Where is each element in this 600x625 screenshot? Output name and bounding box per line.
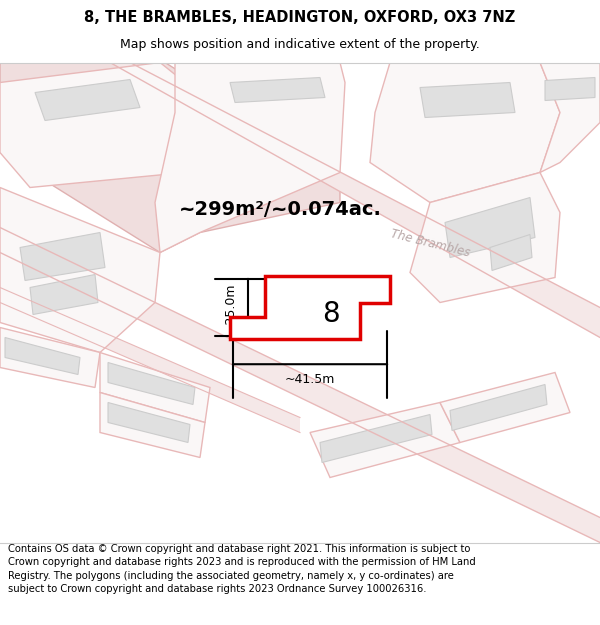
Polygon shape <box>30 274 98 314</box>
Text: Map shows position and indicative extent of the property.: Map shows position and indicative extent… <box>120 38 480 51</box>
Polygon shape <box>5 338 80 374</box>
Polygon shape <box>370 62 560 202</box>
Polygon shape <box>490 234 532 271</box>
Polygon shape <box>0 62 340 253</box>
Polygon shape <box>310 402 460 478</box>
Polygon shape <box>0 228 600 542</box>
Text: 8, THE BRAMBLES, HEADINGTON, OXFORD, OX3 7NZ: 8, THE BRAMBLES, HEADINGTON, OXFORD, OX3… <box>85 9 515 24</box>
Polygon shape <box>540 62 600 172</box>
Polygon shape <box>0 188 160 352</box>
Polygon shape <box>0 288 300 432</box>
Polygon shape <box>230 78 325 102</box>
Polygon shape <box>230 276 390 339</box>
Polygon shape <box>100 352 210 422</box>
Polygon shape <box>420 82 515 118</box>
Text: The Brambles: The Brambles <box>389 228 471 260</box>
Text: ~299m²/~0.074ac.: ~299m²/~0.074ac. <box>179 200 382 219</box>
Polygon shape <box>20 232 105 281</box>
Text: ~25.0m: ~25.0m <box>223 282 236 332</box>
Polygon shape <box>445 198 535 258</box>
Polygon shape <box>35 79 140 121</box>
Polygon shape <box>110 62 600 338</box>
Text: 8: 8 <box>322 299 340 328</box>
Polygon shape <box>0 328 100 388</box>
Polygon shape <box>545 78 595 101</box>
Polygon shape <box>0 62 210 188</box>
Polygon shape <box>450 384 547 431</box>
Polygon shape <box>410 173 560 302</box>
Polygon shape <box>155 62 345 253</box>
Polygon shape <box>440 372 570 442</box>
Polygon shape <box>320 414 432 462</box>
Polygon shape <box>108 402 190 442</box>
Polygon shape <box>108 362 195 404</box>
Text: Contains OS data © Crown copyright and database right 2021. This information is : Contains OS data © Crown copyright and d… <box>8 544 476 594</box>
Text: ~41.5m: ~41.5m <box>285 372 335 386</box>
Polygon shape <box>100 392 205 458</box>
